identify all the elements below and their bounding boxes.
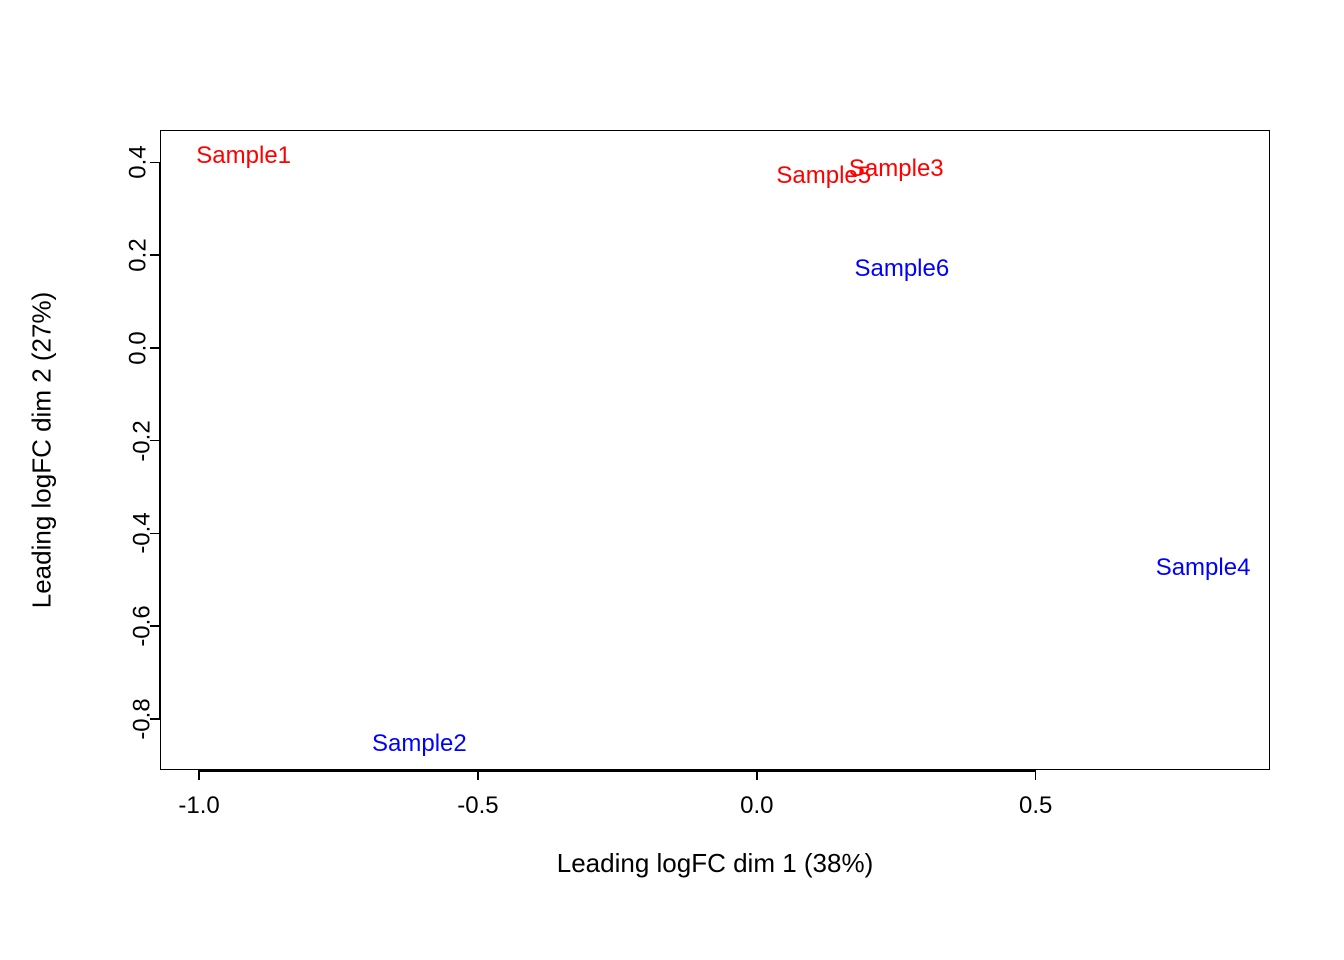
x-tick — [1035, 770, 1037, 780]
x-axis-line — [199, 770, 1036, 772]
y-tick-label: 0.2 — [125, 239, 153, 272]
x-tick — [756, 770, 758, 780]
x-tick-label: -1.0 — [178, 792, 219, 820]
y-tick-label: 0.0 — [125, 331, 153, 364]
x-axis-title: Leading logFC dim 1 (38%) — [557, 848, 874, 879]
x-tick-label: 0.5 — [1019, 792, 1052, 820]
y-tick-label: -0.4 — [129, 513, 157, 554]
x-tick — [198, 770, 200, 780]
x-tick-label: 0.0 — [740, 792, 773, 820]
x-tick-label: -0.5 — [457, 792, 498, 820]
plot-area — [160, 130, 1270, 770]
x-tick — [477, 770, 479, 780]
y-axis-title: Leading logFC dim 2 (27%) — [27, 292, 58, 609]
y-tick-label: -0.6 — [129, 606, 157, 647]
y-tick-label: -0.8 — [129, 698, 157, 739]
y-tick-label: 0.4 — [125, 146, 153, 179]
y-tick-label: -0.2 — [129, 420, 157, 461]
mds-scatter-chart: -1.0-0.50.00.5-0.8-0.6-0.4-0.20.00.20.4 … — [0, 0, 1344, 960]
